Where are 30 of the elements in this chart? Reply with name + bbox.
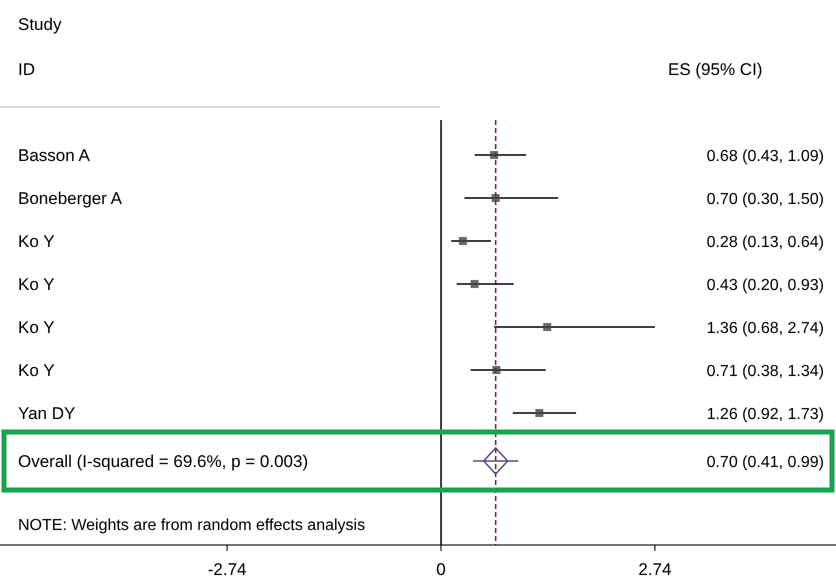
annotation: 0.70 (0.41, 0.99) <box>706 454 824 471</box>
annotation: 0.70 (0.30, 1.50) <box>706 191 824 208</box>
y-tick-label: Basson A <box>18 146 90 165</box>
point <box>458 237 467 245</box>
point <box>470 280 479 288</box>
point <box>492 366 500 374</box>
y-tick-label: Boneberger A <box>18 189 123 208</box>
y-tick-label: Overall (I-squared = 69.6%, p = 0.003) <box>18 452 308 471</box>
annotation: 1.36 (0.68, 2.74) <box>706 320 824 337</box>
y-tick-label: Ko Y <box>18 361 55 380</box>
text: ES (95% CI) <box>668 60 762 79</box>
annotation: 0.68 (0.43, 1.09) <box>706 148 824 165</box>
point <box>535 409 544 417</box>
x-tick-label: -2.74 <box>208 560 247 579</box>
text: Study <box>18 15 62 34</box>
y-tick-label: Ko Y <box>18 275 55 294</box>
x-tick-label: 0 <box>436 560 446 579</box>
text: NOTE: Weights are from random effects analysis <box>18 517 366 534</box>
y-tick-label: Ko Y <box>18 232 55 251</box>
point <box>543 323 552 331</box>
text: ID <box>18 60 35 79</box>
point <box>492 194 500 202</box>
y-tick-label: Ko Y <box>18 318 55 337</box>
x-tick-label: 2.74 <box>638 560 672 579</box>
y-tick-label: Yan DY <box>18 404 76 423</box>
annotation: 1.26 (0.92, 1.73) <box>706 406 824 423</box>
annotation: 0.28 (0.13, 0.64) <box>706 234 824 251</box>
point <box>490 151 498 159</box>
annotation: 0.71 (0.38, 1.34) <box>706 363 824 380</box>
annotation: 0.43 (0.20, 0.93) <box>706 277 824 294</box>
